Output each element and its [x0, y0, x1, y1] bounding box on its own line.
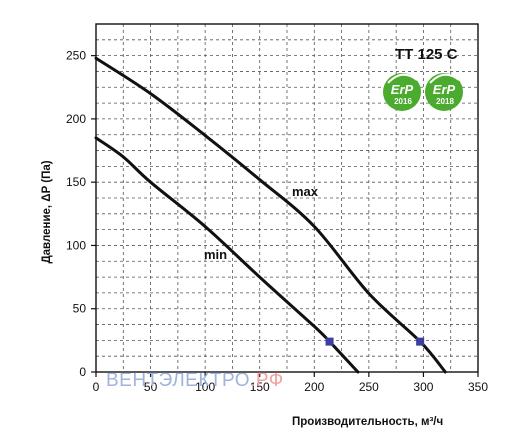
- y-tick-label: 200: [66, 112, 86, 126]
- x-tick-label: 150: [250, 380, 270, 394]
- y-axis-ticks: 0 50 100 150 200 250: [66, 49, 96, 379]
- marker-max: [416, 337, 425, 346]
- y-tick-label: 100: [66, 238, 86, 252]
- erp-2016-badge: ErP 2016: [383, 73, 421, 111]
- x-tick-label: 50: [144, 380, 158, 394]
- marker-min: [325, 337, 334, 346]
- x-axis-title: Производительность, м³/ч: [292, 416, 443, 428]
- watermark: ВЕНТЭЛЕКТРО.РФ: [106, 370, 284, 391]
- model-label: TT 125 C: [395, 46, 458, 63]
- erp-2018-badge-circle: [425, 73, 463, 111]
- series-label-max: max: [292, 184, 319, 199]
- leaf-icon: [429, 73, 460, 84]
- y-tick-label: 0: [79, 365, 86, 379]
- erp-2018-badge-text: ErP: [433, 82, 456, 97]
- plot-frame: [95, 23, 479, 373]
- y-tick-label: 250: [66, 49, 86, 63]
- grid: [95, 23, 479, 373]
- y-axis-title: Давление, ΔP (Па): [41, 160, 53, 263]
- y-tick-label: 50: [73, 302, 87, 316]
- x-axis-ticks: 0 50 100 150 200 250 300 350: [93, 372, 488, 394]
- x-tick-label: 100: [195, 380, 215, 394]
- leaf-icon: [387, 73, 418, 84]
- x-tick-label: 300: [413, 380, 433, 394]
- curve-max: [94, 56, 447, 374]
- watermark-part1: ВЕНТЭЛЕКТРО: [106, 370, 250, 391]
- x-tick-label: 0: [93, 380, 100, 394]
- x-tick-label: 250: [359, 380, 379, 394]
- series-label-min: min: [204, 247, 227, 262]
- watermark-part2: .РФ: [250, 370, 284, 391]
- erp-2016-badge-text: ErP: [391, 82, 414, 97]
- x-tick-label: 350: [468, 380, 488, 394]
- erp-2016-badge-year: 2016: [394, 97, 412, 106]
- x-tick-label: 200: [304, 380, 324, 394]
- markers: [325, 337, 425, 346]
- erp-2018-badge: ErP 2018: [425, 73, 463, 111]
- erp-2018-badge-year: 2018: [436, 97, 454, 106]
- erp-2016-badge-circle: [383, 73, 421, 111]
- y-tick-label: 150: [66, 175, 86, 189]
